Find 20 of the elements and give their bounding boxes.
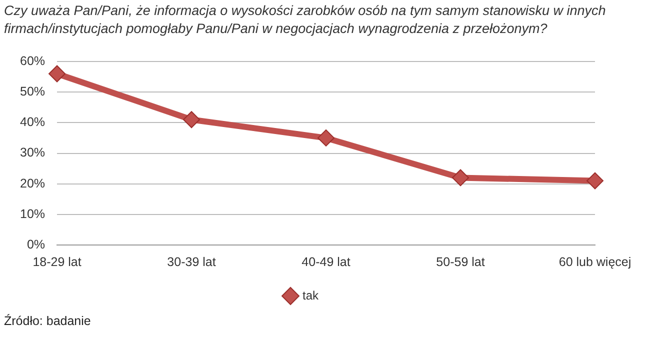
x-tick-label: 30-39 lat bbox=[167, 254, 216, 269]
y-tick-label: 60% bbox=[20, 54, 46, 68]
y-tick-label: 40% bbox=[20, 115, 46, 130]
legend-label: tak bbox=[302, 288, 320, 302]
point bbox=[318, 129, 335, 146]
y-tick-label: 0% bbox=[26, 237, 46, 252]
y-tick-label: 20% bbox=[20, 176, 46, 190]
x-tick-label: 50-59 lat bbox=[436, 254, 486, 269]
x-tick-label: 18-29 lat bbox=[32, 254, 82, 269]
point bbox=[48, 65, 66, 82]
chart-title: Czy uważa Pan/Pani, że informacja o wysokości zarobków osób na tym samym stanowisku w innych firmach/instytucjach pomogłaby Panu/Pani w negocjacjach wynagrodzenia z przełożonym? bbox=[4, 2, 607, 38]
point bbox=[452, 169, 470, 186]
y-tick-label: 10% bbox=[20, 206, 46, 221]
y-tick-label: 30% bbox=[20, 146, 46, 160]
y-tick-label: 50% bbox=[20, 84, 46, 99]
point bbox=[183, 111, 200, 128]
x-tick-label: 40-49 lat bbox=[302, 254, 351, 269]
point bbox=[586, 172, 604, 190]
text: Źródło: badanie bbox=[4, 314, 91, 328]
x-tick-label: 60 lub więcej bbox=[558, 254, 632, 269]
